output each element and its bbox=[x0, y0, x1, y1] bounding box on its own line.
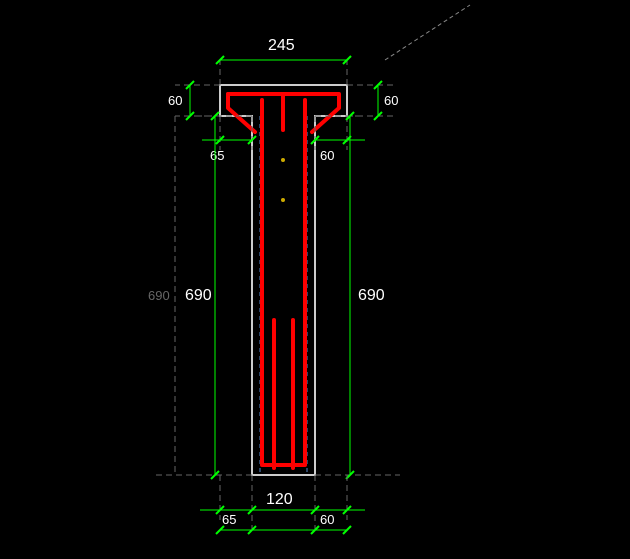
dim-bottom-right: 60 bbox=[320, 512, 334, 527]
dim-stem-left-gray: 690 bbox=[148, 288, 170, 303]
leader-line bbox=[385, 5, 470, 60]
dim-top-width: 245 bbox=[268, 37, 295, 54]
dim-stem-left: 690 bbox=[185, 287, 212, 304]
section-geometry bbox=[220, 85, 347, 475]
dim-bottom-left: 65 bbox=[222, 512, 236, 527]
rebar-dot bbox=[281, 198, 285, 202]
dim-inner-left: 65 bbox=[210, 148, 224, 163]
dim-bottom-width: 120 bbox=[266, 491, 293, 508]
dim-inner-right: 60 bbox=[320, 148, 334, 163]
t-section-outline bbox=[220, 85, 347, 475]
rebar-dot bbox=[281, 158, 285, 162]
dim-cap-right: 60 bbox=[384, 93, 398, 108]
dim-cap-left: 60 bbox=[168, 93, 182, 108]
dim-stem-right: 690 bbox=[358, 287, 385, 304]
